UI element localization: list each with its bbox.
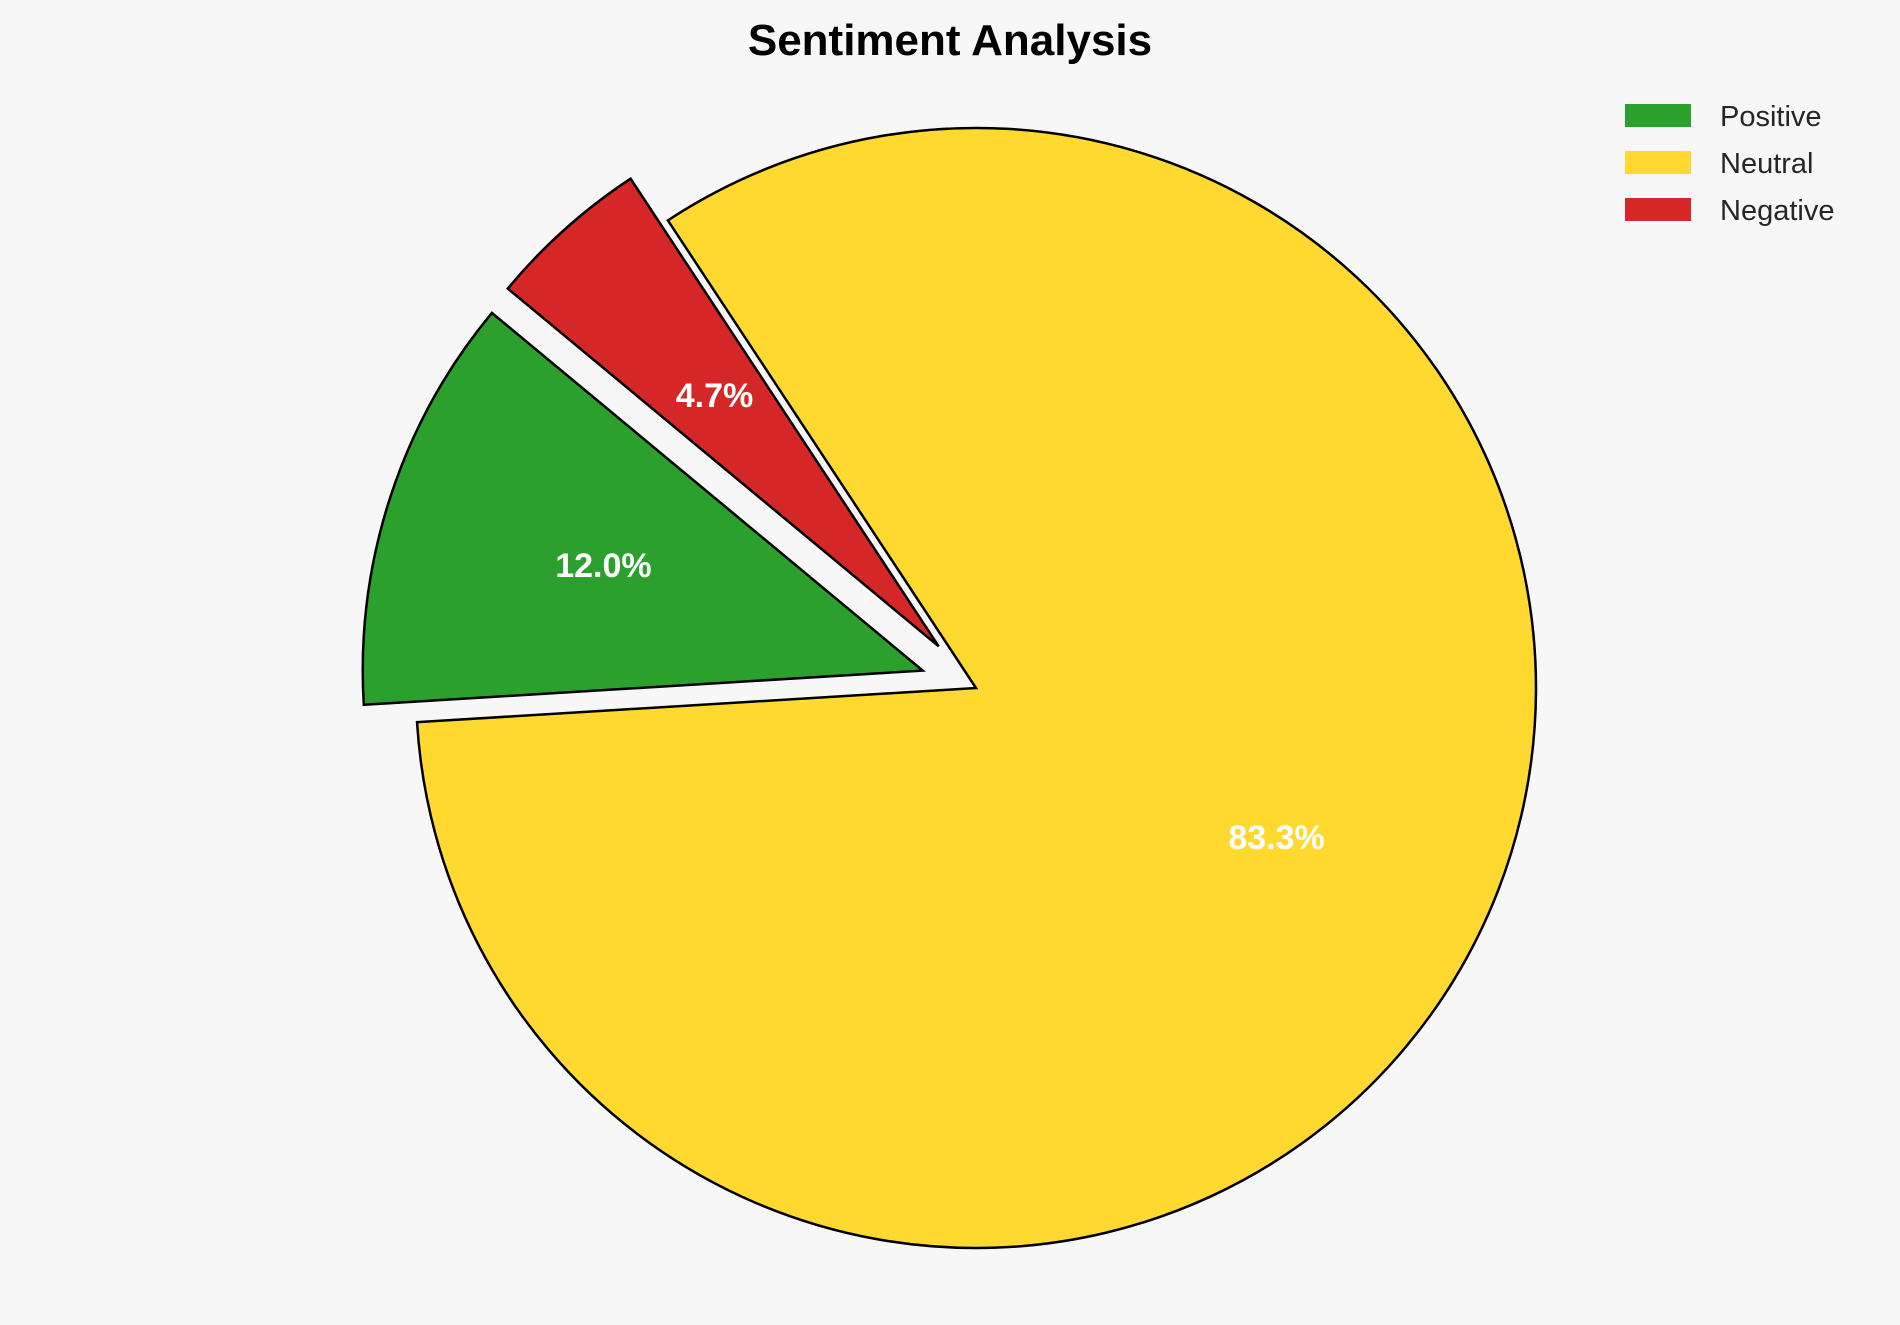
pie-label-neutral: 83.3% xyxy=(1228,819,1324,857)
legend-label-positive: Positive xyxy=(1720,101,1822,133)
pie-wedge-negative xyxy=(506,176,940,648)
legend-label-negative: Negative xyxy=(1720,195,1834,227)
legend-swatch-negative xyxy=(1625,198,1691,221)
pie-wedge-positive xyxy=(361,311,926,707)
legend-swatch-neutral xyxy=(1625,151,1691,174)
pie-wedges xyxy=(361,126,1538,1250)
legend: Positive Neutral Negative xyxy=(1625,101,1834,227)
pie-wedge-neutral xyxy=(415,126,1538,1250)
legend-swatch-positive xyxy=(1625,104,1691,127)
legend-label-neutral: Neutral xyxy=(1720,148,1814,180)
pie-labels: 12.0% 83.3% 4.7% xyxy=(555,377,1325,857)
pie-label-negative: 4.7% xyxy=(676,377,754,415)
chart-title: Sentiment Analysis xyxy=(748,16,1152,65)
pie-label-positive: 12.0% xyxy=(555,547,651,585)
